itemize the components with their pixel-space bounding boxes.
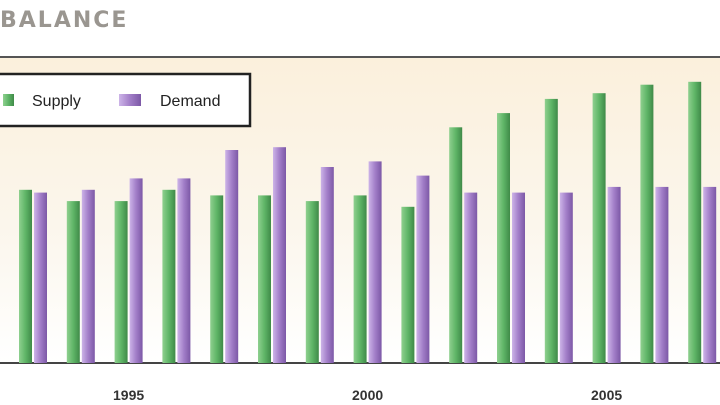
bars-group [19, 81, 717, 364]
bar-supply-1994 [66, 201, 80, 363]
legend-swatch-supply [3, 94, 14, 106]
bar-supply-1998 [258, 195, 271, 363]
bar-supply-1993 [19, 189, 32, 363]
bar-demand-1999 [320, 167, 334, 363]
legend-label-supply: Supply [32, 93, 81, 110]
bar-supply-1997 [210, 195, 224, 363]
bar-demand-1993 [34, 192, 47, 363]
bar-demand-2005 [607, 186, 621, 363]
x-tick-label-2005: 2005 [591, 387, 622, 403]
x-tick-label-2000: 2000 [352, 387, 383, 403]
bar-supply-2005 [592, 93, 606, 363]
bar-supply-2007 [688, 81, 702, 364]
bar-demand-2006 [655, 186, 669, 363]
bar-supply-2004 [544, 98, 558, 364]
bar-supply-2006 [640, 84, 654, 363]
chart-title: BALANCE [0, 8, 129, 33]
bar-demand-2002 [464, 192, 478, 363]
bar-demand-2001 [416, 175, 430, 363]
bar-supply-1996 [162, 189, 176, 363]
bar-demand-1996 [177, 178, 191, 363]
bar-demand-1994 [81, 189, 95, 363]
bar-supply-2003 [497, 113, 510, 363]
legend: Supply Demand [0, 72, 252, 128]
bar-supply-2002 [449, 127, 463, 363]
bar-supply-2001 [401, 206, 415, 363]
bar-demand-2004 [559, 192, 573, 363]
x-tick-labels: 1995 2000 2005 [113, 387, 622, 403]
legend-label-demand: Demand [160, 93, 220, 110]
bar-demand-1998 [273, 147, 286, 363]
bar-supply-1999 [305, 201, 319, 363]
bar-supply-1995 [114, 201, 128, 363]
bar-demand-2000 [368, 161, 382, 363]
bar-demand-2007 [703, 186, 717, 363]
bar-demand-2003 [512, 192, 525, 363]
bar-demand-1997 [225, 150, 239, 363]
bar-supply-2000 [353, 195, 367, 363]
legend-swatch-demand [119, 94, 141, 106]
bar-demand-1995 [129, 178, 143, 363]
x-tick-label-1995: 1995 [113, 387, 144, 403]
